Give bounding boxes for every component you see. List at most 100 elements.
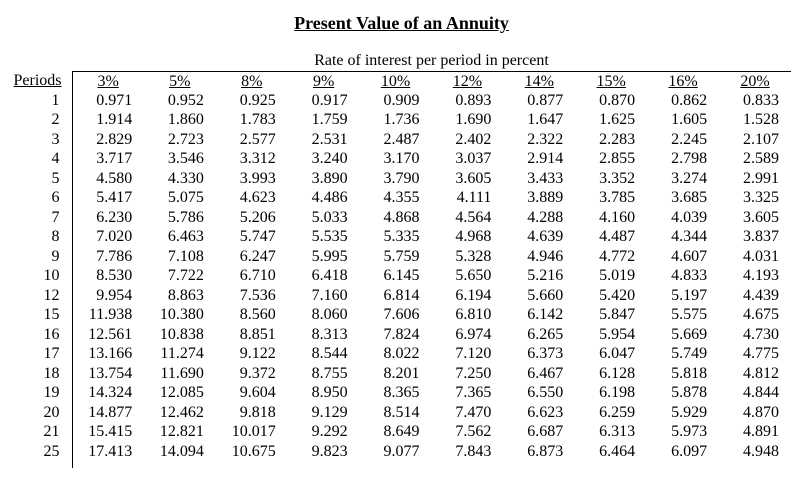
value-cell: 5.575 xyxy=(647,306,719,326)
value-cell: 6.265 xyxy=(503,325,575,345)
annuity-factor-value: 5.749 xyxy=(671,345,708,363)
value-cell: 4.111 xyxy=(431,189,503,209)
annuity-factor-value: 1.914 xyxy=(96,111,133,129)
annuity-factor-value: 3.312 xyxy=(239,150,276,168)
annuity-factor-value: 5.660 xyxy=(527,286,564,304)
rate-column-header: 16% xyxy=(668,72,698,90)
annuity-factor-value: 4.487 xyxy=(599,228,636,246)
value-cell: 5.759 xyxy=(360,247,432,267)
table-row: 20 14.877 12.462 9.818 9.129 8.514 7.470 6.623 6… xyxy=(8,403,791,423)
value-cell: 5.749 xyxy=(647,345,719,365)
value-cell: 4.330 xyxy=(144,169,216,189)
annuity-factor-value: 4.193 xyxy=(743,267,779,285)
annuity-factor-value: 4.891 xyxy=(743,423,779,441)
value-cell: 1.736 xyxy=(360,111,432,131)
value-cell: 6.373 xyxy=(503,345,575,365)
annuity-factor-value: 6.418 xyxy=(311,267,348,285)
annuity-factor-value: 4.730 xyxy=(743,325,779,343)
value-cell: 1.528 xyxy=(719,111,791,131)
value-cell: 2.402 xyxy=(431,130,503,150)
annuity-factor-value: 6.464 xyxy=(599,442,636,460)
group-header-spacer xyxy=(8,51,72,72)
value-cell: 8.365 xyxy=(360,384,432,404)
annuity-factor-value: 3.717 xyxy=(96,150,133,168)
annuity-table: Rate of interest per period in percent P… xyxy=(8,51,791,468)
annuity-factor-value: 3.546 xyxy=(167,150,204,168)
value-cell: 5.216 xyxy=(503,267,575,287)
table-row: 19 14.324 12.085 9.604 8.950 8.365 7.365 6.550 6… xyxy=(8,383,791,404)
annuity-factor-value: 0.925 xyxy=(239,91,276,109)
annuity-factor-value: 9.823 xyxy=(311,442,348,460)
value-cell: 3.889 xyxy=(503,189,575,209)
annuity-factor-value: 3.433 xyxy=(527,169,564,187)
annuity-factor-value: 14.324 xyxy=(88,384,133,402)
value-cell: 0.877 xyxy=(503,91,575,111)
rate-column-header: 9% xyxy=(312,72,335,90)
annuity-factor-value: 7.722 xyxy=(167,267,204,285)
annuity-factor-value: 1.783 xyxy=(239,111,276,129)
annuity-factor-value: 6.145 xyxy=(383,267,420,285)
annuity-factor-value: 1.860 xyxy=(167,111,204,129)
table-row: 15 11.938 10.380 8.560 8.060 7.606 6.810 6.142 5… xyxy=(8,305,791,326)
value-cell: 4.968 xyxy=(431,228,503,248)
value-cell: 5.335 xyxy=(360,228,432,248)
annuity-factor-value: 4.623 xyxy=(239,189,276,207)
annuity-factor-value: 5.206 xyxy=(239,208,276,226)
table-row: 1 0.971 0.952 0.925 0.917 0.909 0.893 0.877 0.87… xyxy=(8,91,791,111)
annuity-factor-value: 1.759 xyxy=(311,111,348,129)
annuity-factor-value: 3.790 xyxy=(383,169,420,187)
value-cell: 9.129 xyxy=(288,403,360,423)
value-cell: 6.247 xyxy=(216,247,288,267)
annuity-factor-value: 4.675 xyxy=(743,306,779,324)
annuity-factor-value: 5.197 xyxy=(671,286,708,304)
annuity-factor-value: 6.313 xyxy=(599,423,636,441)
value-cell: 3.685 xyxy=(647,189,719,209)
annuity-factor-value: 5.818 xyxy=(671,364,708,382)
value-cell: 9.823 xyxy=(288,442,360,462)
value-cell: 2.914 xyxy=(503,150,575,170)
annuity-factor-value: 3.785 xyxy=(599,189,636,207)
annuity-factor-value: 12.085 xyxy=(159,384,204,402)
annuity-factor-value: 2.322 xyxy=(527,130,564,148)
annuity-factor-value: 7.824 xyxy=(383,325,420,343)
value-cell: 2.798 xyxy=(647,150,719,170)
value-cell: 12.085 xyxy=(144,384,216,404)
value-cell: 0.862 xyxy=(647,91,719,111)
rate-column-header: 20% xyxy=(740,72,770,90)
value-cell: 8.022 xyxy=(360,345,432,365)
value-cell: 3.546 xyxy=(144,150,216,170)
annuity-factor-value: 2.798 xyxy=(671,150,708,168)
value-cell: 4.486 xyxy=(288,189,360,209)
annuity-factor-value: 4.160 xyxy=(599,208,636,226)
annuity-factor-value: 5.929 xyxy=(671,403,708,421)
annuity-factor-value: 5.759 xyxy=(383,247,420,265)
annuity-factor-value: 0.870 xyxy=(599,91,636,109)
annuity-factor-value: 12.561 xyxy=(88,325,133,343)
annuity-factor-value: 5.075 xyxy=(167,189,204,207)
value-cell: 4.772 xyxy=(575,247,647,267)
value-cell: 12.821 xyxy=(144,423,216,443)
rate-group-header: Rate of interest per period in percent xyxy=(72,51,791,72)
annuity-factor-value: 6.873 xyxy=(527,442,564,460)
annuity-factor-value: 8.365 xyxy=(383,384,420,402)
annuity-factor-value: 3.837 xyxy=(743,228,779,246)
table-row: 5 4.580 4.330 3.993 3.890 3.790 3.605 3.433 3.35… xyxy=(8,169,791,189)
value-cell: 1.690 xyxy=(431,111,503,131)
annuity-factor-value: 8.530 xyxy=(96,267,133,285)
value-cell: 5.535 xyxy=(288,228,360,248)
value-cell: 6.974 xyxy=(431,325,503,345)
annuity-factor-value: 9.129 xyxy=(311,403,348,421)
value-cell: 9.372 xyxy=(216,364,288,384)
annuity-factor-value: 7.160 xyxy=(311,286,348,304)
annuity-factor-value: 4.111 xyxy=(456,189,492,207)
value-cell: 2.855 xyxy=(575,150,647,170)
value-cell: 6.464 xyxy=(575,442,647,462)
value-cell: 4.580 xyxy=(71,169,144,189)
value-cell: 5.197 xyxy=(647,286,719,306)
value-cell: 2.487 xyxy=(360,130,432,150)
rate-column-header: 3% xyxy=(71,71,144,91)
value-cell: 4.775 xyxy=(719,345,791,365)
annuity-factor-value: 11.938 xyxy=(88,306,133,324)
annuity-factor-value: 4.039 xyxy=(671,208,708,226)
period-cell: 20 xyxy=(43,403,60,421)
